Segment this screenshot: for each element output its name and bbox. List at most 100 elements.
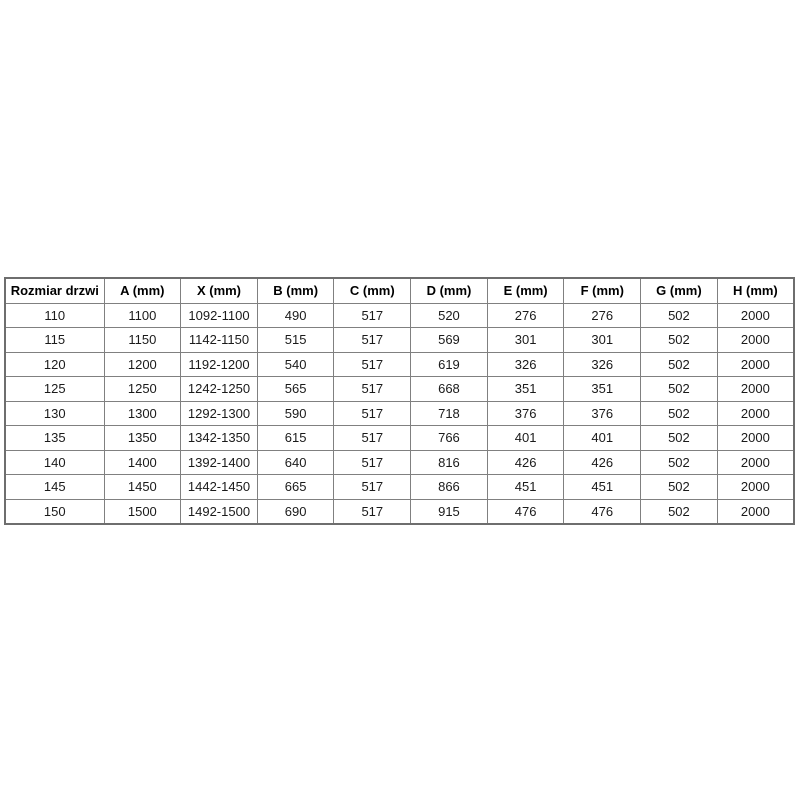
table-body: 110 1100 1092-1100 490 517 520 276 276 502 2000 11… [4,302,795,525]
door-dimensions-table: Rozmiar drzwi A (mm) X (mm) B (mm) C (mm) D (… [4,277,795,525]
table-cell: 376 [563,400,642,426]
column-header-e: E (mm) [486,277,565,304]
table-cell: 326 [486,351,565,377]
table-cell: 2000 [716,449,795,475]
column-header-x: X (mm) [180,277,258,304]
table-cell: 2000 [716,302,795,328]
door-dimensions-table-container: Rozmiar drzwi A (mm) X (mm) B (mm) C (mm) D (… [4,277,795,525]
table-cell: 2000 [716,351,795,377]
column-header-d: D (mm) [410,277,488,304]
table-cell: 1442-1450 [180,474,258,500]
table-cell: 502 [640,400,718,426]
table-cell: 502 [640,327,718,353]
table-row: 135 1350 1342-1350 615 517 766 401 401 502 2000 [4,425,795,451]
table-cell: 1342-1350 [180,425,258,451]
table-row: 115 1150 1142-1150 515 517 569 301 301 502 2000 [4,327,795,353]
table-cell: 401 [563,425,642,451]
table-row: 150 1500 1492-1500 690 517 915 476 476 502 2000 [4,498,795,525]
table-cell: 110 [4,302,105,328]
table-cell: 2000 [716,498,795,525]
table-row: 140 1400 1392-1400 640 517 816 426 426 502 2000 [4,449,795,475]
table-cell: 2000 [716,376,795,402]
table-cell: 502 [640,302,718,328]
table-cell: 2000 [716,425,795,451]
table-cell: 401 [486,425,565,451]
table-row: 145 1450 1442-1450 665 517 866 451 451 502 2000 [4,474,795,500]
table-cell: 520 [410,302,488,328]
table-cell: 565 [256,376,335,402]
table-row: 130 1300 1292-1300 590 517 718 376 376 502 2000 [4,400,795,426]
table-cell: 1392-1400 [180,449,258,475]
table-row: 110 1100 1092-1100 490 517 520 276 276 502 2000 [4,302,795,328]
table-cell: 517 [333,449,412,475]
table-row: 120 1200 1192-1200 540 517 619 326 326 502 2000 [4,351,795,377]
table-cell: 1492-1500 [180,498,258,525]
table-cell: 426 [486,449,565,475]
table-cell: 145 [4,474,105,500]
table-cell: 1450 [103,474,182,500]
table-cell: 517 [333,425,412,451]
table-cell: 140 [4,449,105,475]
table-cell: 301 [563,327,642,353]
table-cell: 1300 [103,400,182,426]
table-cell: 125 [4,376,105,402]
table-cell: 816 [410,449,488,475]
table-cell: 451 [563,474,642,500]
table-cell: 1500 [103,498,182,525]
table-cell: 690 [256,498,335,525]
table-cell: 1292-1300 [180,400,258,426]
column-header-b: B (mm) [256,277,335,304]
table-cell: 150 [4,498,105,525]
column-header-g: G (mm) [640,277,718,304]
table-cell: 301 [486,327,565,353]
table-cell: 502 [640,425,718,451]
table-row: 125 1250 1242-1250 565 517 668 351 351 502 2000 [4,376,795,402]
table-header-row: Rozmiar drzwi A (mm) X (mm) B (mm) C (mm) D (… [4,277,795,304]
table-cell: 276 [563,302,642,328]
table-cell: 351 [563,376,642,402]
table-cell: 120 [4,351,105,377]
table-cell: 517 [333,327,412,353]
table-cell: 426 [563,449,642,475]
column-header-c: C (mm) [333,277,412,304]
table-cell: 502 [640,449,718,475]
table-cell: 718 [410,400,488,426]
table-cell: 1200 [103,351,182,377]
table-cell: 615 [256,425,335,451]
table-cell: 1192-1200 [180,351,258,377]
table-cell: 540 [256,351,335,377]
table-cell: 502 [640,351,718,377]
table-cell: 517 [333,400,412,426]
table-cell: 490 [256,302,335,328]
table-cell: 517 [333,498,412,525]
table-cell: 866 [410,474,488,500]
table-cell: 1242-1250 [180,376,258,402]
table-cell: 326 [563,351,642,377]
table-cell: 1250 [103,376,182,402]
table-cell: 502 [640,498,718,525]
table-cell: 351 [486,376,565,402]
table-cell: 915 [410,498,488,525]
table-cell: 517 [333,474,412,500]
table-cell: 665 [256,474,335,500]
table-cell: 517 [333,302,412,328]
table-cell: 590 [256,400,335,426]
table-cell: 619 [410,351,488,377]
column-header-a: A (mm) [103,277,182,304]
table-cell: 476 [486,498,565,525]
table-cell: 130 [4,400,105,426]
table-cell: 2000 [716,327,795,353]
column-header-rozmiar-drzwi: Rozmiar drzwi [4,277,105,304]
table-cell: 1142-1150 [180,327,258,353]
table-cell: 2000 [716,474,795,500]
table-cell: 515 [256,327,335,353]
table-header: Rozmiar drzwi A (mm) X (mm) B (mm) C (mm) D (… [4,277,795,304]
table-cell: 115 [4,327,105,353]
table-cell: 1350 [103,425,182,451]
table-cell: 502 [640,474,718,500]
table-cell: 766 [410,425,488,451]
table-cell: 451 [486,474,565,500]
table-cell: 569 [410,327,488,353]
table-cell: 640 [256,449,335,475]
